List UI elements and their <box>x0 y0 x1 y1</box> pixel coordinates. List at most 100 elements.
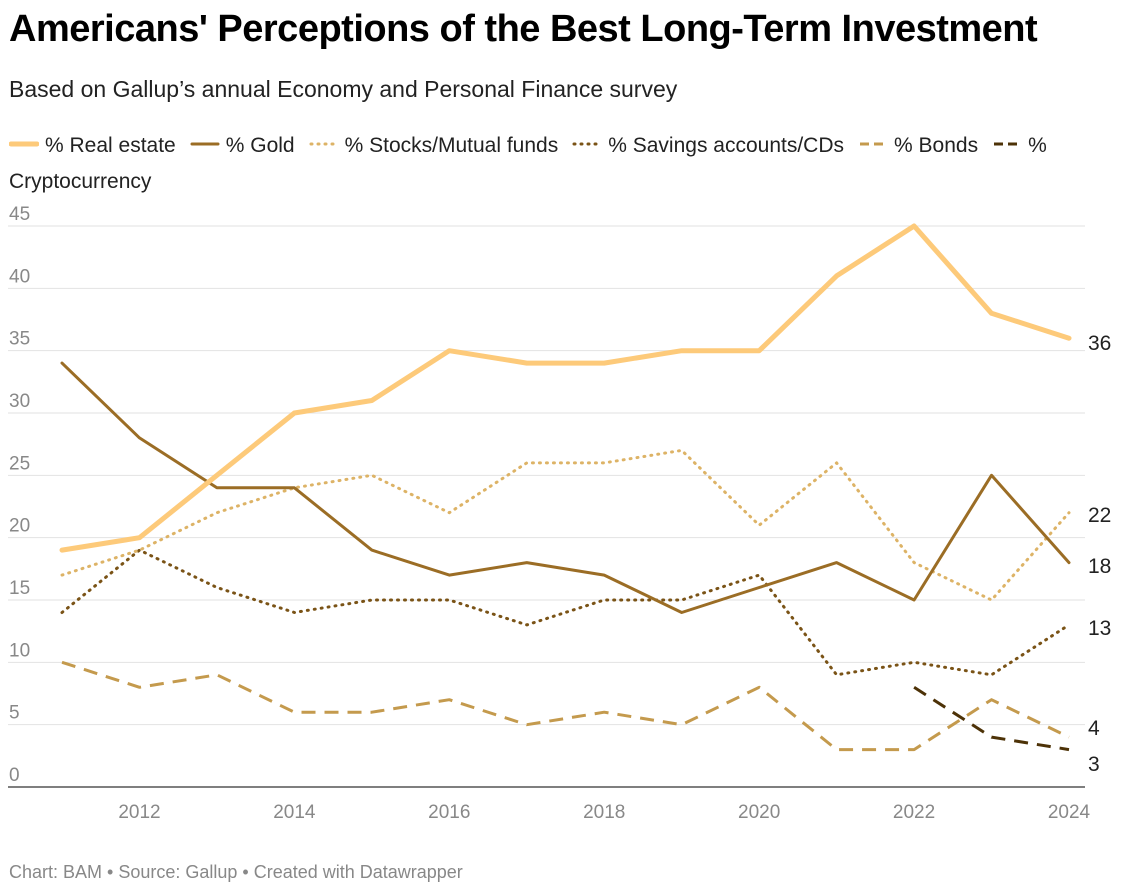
data-point-bonds-2018 <box>600 708 608 716</box>
data-point-savings-accounts-cds-2017 <box>523 621 531 629</box>
data-point-gold-2012 <box>135 434 143 442</box>
data-point-bonds-2023 <box>988 696 996 704</box>
data-point-bonds-2016 <box>445 696 453 704</box>
end-label-gold: 18 <box>1088 555 1111 578</box>
chart-footer: Chart: BAM • Source: Gallup • Created wi… <box>9 862 463 882</box>
legend-item-bonds: % Bonds <box>858 134 978 157</box>
series-line-stocks-mutual-funds <box>60 448 1071 602</box>
data-point-real-estate-2015 <box>368 397 376 405</box>
legend-item-stocks-mutual-funds: % Stocks/Mutual funds <box>309 134 558 157</box>
y-tick-label: 20 <box>9 516 30 537</box>
legend-item-cryptocurrency: % Cryptocurrency <box>9 134 1047 193</box>
legend-item-savings-accounts-cds: % Savings accounts/CDs <box>572 134 844 157</box>
data-point-real-estate-2014 <box>290 409 298 417</box>
x-tick-label: 2014 <box>273 802 316 823</box>
y-tick-label: 45 <box>9 204 30 225</box>
data-point-savings-accounts-cds-2024 <box>1065 621 1073 629</box>
data-point-bonds-2015 <box>368 708 376 716</box>
data-point-bonds-2021 <box>833 746 841 754</box>
x-tick-label: 2016 <box>428 802 470 823</box>
data-point-stocks-mutual-funds-2024 <box>1065 509 1073 517</box>
legend-swatch-gold <box>190 142 220 146</box>
data-point-gold-2018 <box>600 571 608 579</box>
end-label-savings-accounts-cds: 13 <box>1088 617 1111 640</box>
legend-item-gold: % Gold <box>190 134 295 157</box>
data-point-real-estate-2023 <box>988 309 996 317</box>
x-tick-label: 2018 <box>583 802 625 823</box>
legend-swatch-cryptocurrency <box>994 142 1021 146</box>
data-point-gold-2017 <box>523 559 531 567</box>
data-point-bonds-2012 <box>135 683 143 691</box>
y-tick-label: 0 <box>9 765 20 786</box>
data-point-savings-accounts-cds-2021 <box>833 671 841 679</box>
data-point-bonds-2020 <box>755 683 763 691</box>
data-point-gold-2024 <box>1065 559 1073 567</box>
series-cryptocurrency <box>910 683 1073 754</box>
y-tick-label: 35 <box>9 329 30 350</box>
data-point-savings-accounts-cds-2020 <box>755 571 763 579</box>
data-point-gold-2019 <box>678 608 686 616</box>
data-point-real-estate-2011 <box>58 546 66 554</box>
x-tick-label: 2020 <box>738 802 780 823</box>
data-point-stocks-mutual-funds-2015 <box>368 471 376 479</box>
data-point-real-estate-2019 <box>678 347 686 355</box>
end-label-stocks-mutual-funds: 22 <box>1088 504 1111 527</box>
series-bonds <box>58 658 1073 754</box>
data-point-stocks-mutual-funds-2013 <box>213 509 221 517</box>
data-point-savings-accounts-cds-2014 <box>290 608 298 616</box>
chart-title: Americans' Perceptions of the Best Long-… <box>9 8 1038 50</box>
x-tick-label: 2012 <box>118 802 160 823</box>
data-point-savings-accounts-cds-2011 <box>58 608 66 616</box>
series-line-gold <box>60 361 1071 614</box>
legend-label: % Bonds <box>894 134 979 157</box>
y-tick-label: 5 <box>9 703 20 724</box>
series-line-cryptocurrency <box>913 686 1070 752</box>
data-point-gold-2022 <box>910 596 918 604</box>
data-point-savings-accounts-cds-2016 <box>445 596 453 604</box>
data-point-real-estate-2021 <box>833 272 841 280</box>
y-tick-label: 10 <box>9 640 30 661</box>
chart-legend: % Real estate % Gold % Stocks/Mutual funds… <box>9 128 1129 200</box>
data-point-bonds-2011 <box>58 658 66 666</box>
data-point-bonds-2024 <box>1065 733 1073 741</box>
legend-swatch-savings-accounts-cds <box>572 142 602 146</box>
end-label-real-estate: 36 <box>1088 332 1111 355</box>
data-point-cryptocurrency-2024 <box>1065 746 1073 754</box>
data-point-stocks-mutual-funds-2017 <box>523 459 531 467</box>
data-point-stocks-mutual-funds-2019 <box>678 446 686 454</box>
data-point-bonds-2019 <box>678 721 686 729</box>
legend-swatch-stocks-mutual-funds <box>309 142 339 146</box>
series-line-real-estate <box>59 223 1072 553</box>
x-tick-label: 2022 <box>893 802 935 823</box>
data-point-gold-2014 <box>290 484 298 492</box>
series-gold <box>60 361 1073 616</box>
legend-swatch-bonds <box>860 142 887 146</box>
y-tick-label: 30 <box>9 391 30 412</box>
data-point-real-estate-2013 <box>213 471 221 479</box>
data-point-savings-accounts-cds-2018 <box>600 596 608 604</box>
data-point-real-estate-2024 <box>1065 334 1073 342</box>
data-point-stocks-mutual-funds-2021 <box>833 459 841 467</box>
data-point-real-estate-2022 <box>910 222 918 230</box>
data-point-savings-accounts-cds-2015 <box>368 596 376 604</box>
data-point-bonds-2017 <box>523 721 531 729</box>
data-point-gold-2020 <box>755 584 763 592</box>
legend-label: % Cryptocurrency <box>9 134 1047 193</box>
data-point-gold-2013 <box>213 484 221 492</box>
data-point-savings-accounts-cds-2013 <box>213 584 221 592</box>
chart-subtitle: Based on Gallup’s annual Economy and Per… <box>9 76 678 102</box>
end-label-bonds: 4 <box>1088 717 1100 740</box>
data-point-real-estate-2016 <box>445 347 453 355</box>
series-line-bonds <box>61 660 1070 752</box>
data-point-stocks-mutual-funds-2020 <box>755 521 763 529</box>
series-savings-accounts-cds <box>58 548 1073 679</box>
data-point-cryptocurrency-2023 <box>988 733 996 741</box>
data-point-real-estate-2017 <box>523 359 531 367</box>
data-point-cryptocurrency-2022 <box>910 683 918 691</box>
legend-label: % Real estate <box>45 134 176 157</box>
series-line-savings-accounts-cds <box>60 548 1071 677</box>
data-point-gold-2021 <box>833 559 841 567</box>
end-label-cryptocurrency: 3 <box>1088 753 1100 776</box>
series-stocks-mutual-funds <box>60 446 1073 602</box>
